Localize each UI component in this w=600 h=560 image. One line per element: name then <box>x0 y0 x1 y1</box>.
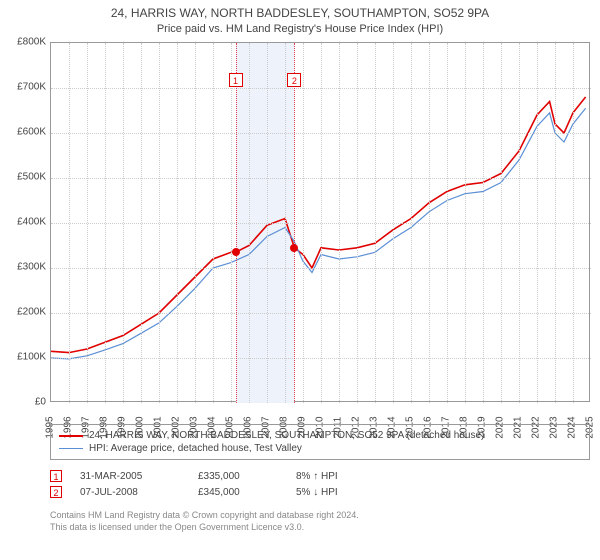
legend: 24, HARRIS WAY, NORTH BADDESLEY, SOUTHAM… <box>50 424 590 460</box>
y-axis-tick-label: £0 <box>35 397 46 408</box>
sale-price: £335,000 <box>198 471 278 482</box>
y-axis-tick-label: £600K <box>17 127 46 138</box>
sale-row: 1 31-MAR-2005 £335,000 8% ↑ HPI <box>50 468 590 484</box>
band-edge <box>236 43 237 403</box>
series-hpi <box>51 108 586 359</box>
sale-marker-box: 2 <box>287 73 301 87</box>
gridline-vertical <box>123 43 124 403</box>
series-price_paid <box>51 97 586 353</box>
gridline-vertical <box>69 43 70 403</box>
footer-line2: This data is licensed under the Open Gov… <box>50 522 590 534</box>
y-axis-tick-label: £400K <box>17 217 46 228</box>
sale-dot <box>290 244 298 252</box>
chart-container: 24, HARRIS WAY, NORTH BADDESLEY, SOUTHAM… <box>0 0 600 560</box>
legend-item: HPI: Average price, detached house, Test… <box>59 442 581 455</box>
sale-index-box: 2 <box>50 486 62 498</box>
sale-index-box: 1 <box>50 470 62 482</box>
gridline-vertical <box>141 43 142 403</box>
gridline-vertical <box>537 43 538 403</box>
footer: Contains HM Land Registry data © Crown c… <box>50 510 590 533</box>
legend-label: 24, HARRIS WAY, NORTH BADDESLEY, SOUTHAM… <box>89 430 484 441</box>
gridline-vertical <box>393 43 394 403</box>
gridline-vertical <box>411 43 412 403</box>
gridline-vertical <box>159 43 160 403</box>
gridline-vertical <box>177 43 178 403</box>
gridline-vertical <box>87 43 88 403</box>
gridline-vertical <box>447 43 448 403</box>
chart-subtitle: Price paid vs. HM Land Registry's House … <box>0 22 600 40</box>
sale-date: 07-JUL-2008 <box>80 487 180 498</box>
y-axis-tick-label: £100K <box>17 352 46 363</box>
sale-price: £345,000 <box>198 487 278 498</box>
gridline-vertical <box>105 43 106 403</box>
sale-row: 2 07-JUL-2008 £345,000 5% ↓ HPI <box>50 484 590 500</box>
chart-area: 12 £0£100K£200K£300K£400K£500K£600K£700K… <box>50 42 590 402</box>
y-axis-tick-label: £800K <box>17 37 46 48</box>
y-axis-tick-label: £700K <box>17 82 46 93</box>
gridline-vertical <box>375 43 376 403</box>
gridline-vertical <box>339 43 340 403</box>
gridline-vertical <box>501 43 502 403</box>
legend-swatch <box>59 435 83 437</box>
sale-marker-box: 1 <box>229 73 243 87</box>
gridline-vertical <box>303 43 304 403</box>
y-axis-tick-label: £500K <box>17 172 46 183</box>
footer-line1: Contains HM Land Registry data © Crown c… <box>50 510 590 522</box>
gridline-vertical <box>357 43 358 403</box>
gridline-vertical <box>429 43 430 403</box>
plot-region: 12 <box>50 42 590 402</box>
gridline-vertical <box>555 43 556 403</box>
gridline-vertical <box>267 43 268 403</box>
legend-label: HPI: Average price, detached house, Test… <box>89 443 302 454</box>
sale-delta: 5% ↓ HPI <box>296 487 406 498</box>
band-edge <box>294 43 295 403</box>
legend-item: 24, HARRIS WAY, NORTH BADDESLEY, SOUTHAM… <box>59 429 581 442</box>
sale-date: 31-MAR-2005 <box>80 471 180 482</box>
gridline-vertical <box>231 43 232 403</box>
legend-swatch <box>59 448 83 449</box>
sale-delta: 8% ↑ HPI <box>296 471 406 482</box>
gridline-vertical <box>573 43 574 403</box>
gridline-vertical <box>321 43 322 403</box>
y-axis-tick-label: £300K <box>17 262 46 273</box>
gridline-vertical <box>285 43 286 403</box>
y-axis-tick-label: £200K <box>17 307 46 318</box>
gridline-vertical <box>519 43 520 403</box>
gridline-vertical <box>213 43 214 403</box>
gridline-vertical <box>483 43 484 403</box>
gridline-vertical <box>465 43 466 403</box>
chart-title: 24, HARRIS WAY, NORTH BADDESLEY, SOUTHAM… <box>0 0 600 22</box>
sale-dot <box>232 248 240 256</box>
gridline-vertical <box>249 43 250 403</box>
sales-table: 1 31-MAR-2005 £335,000 8% ↑ HPI 2 07-JUL-2008… <box>50 468 590 500</box>
gridline-vertical <box>195 43 196 403</box>
